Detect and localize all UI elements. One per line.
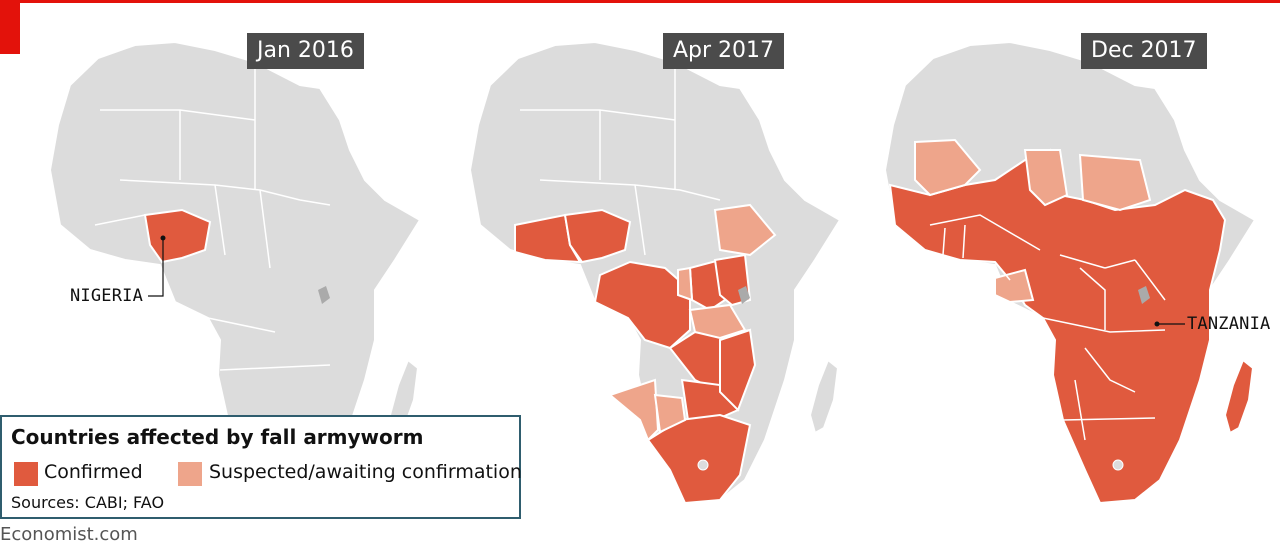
tanzania-label: TANZANIA (1187, 314, 1271, 334)
map-dec-2017 (884, 41, 1256, 504)
sources-note: Sources: CABI; FAO (11, 493, 165, 512)
suspected-label: Suspected/awaiting confirmation (209, 461, 522, 483)
brand-footer: Economist.com (0, 524, 138, 545)
panel-label-apr-2017: Apr 2017 (663, 33, 785, 69)
map-apr-2017 (469, 41, 841, 504)
legend: Countries affected by fall armyworm Conf… (0, 415, 522, 519)
panel-label-dec-2017: Dec 2017 (1081, 33, 1207, 69)
confirmed-label: Confirmed (44, 461, 143, 483)
nigeria-label: NIGERIA (70, 286, 144, 306)
top-rule (0, 0, 1280, 3)
map-jan-2016 (49, 41, 421, 504)
legend-title: Countries affected by fall armyworm (11, 425, 424, 449)
confirmed-swatch (14, 462, 38, 486)
panel-label-jan-2016: Jan 2016 (247, 33, 364, 69)
suspected-swatch (178, 462, 202, 486)
brand-tab (0, 0, 20, 54)
